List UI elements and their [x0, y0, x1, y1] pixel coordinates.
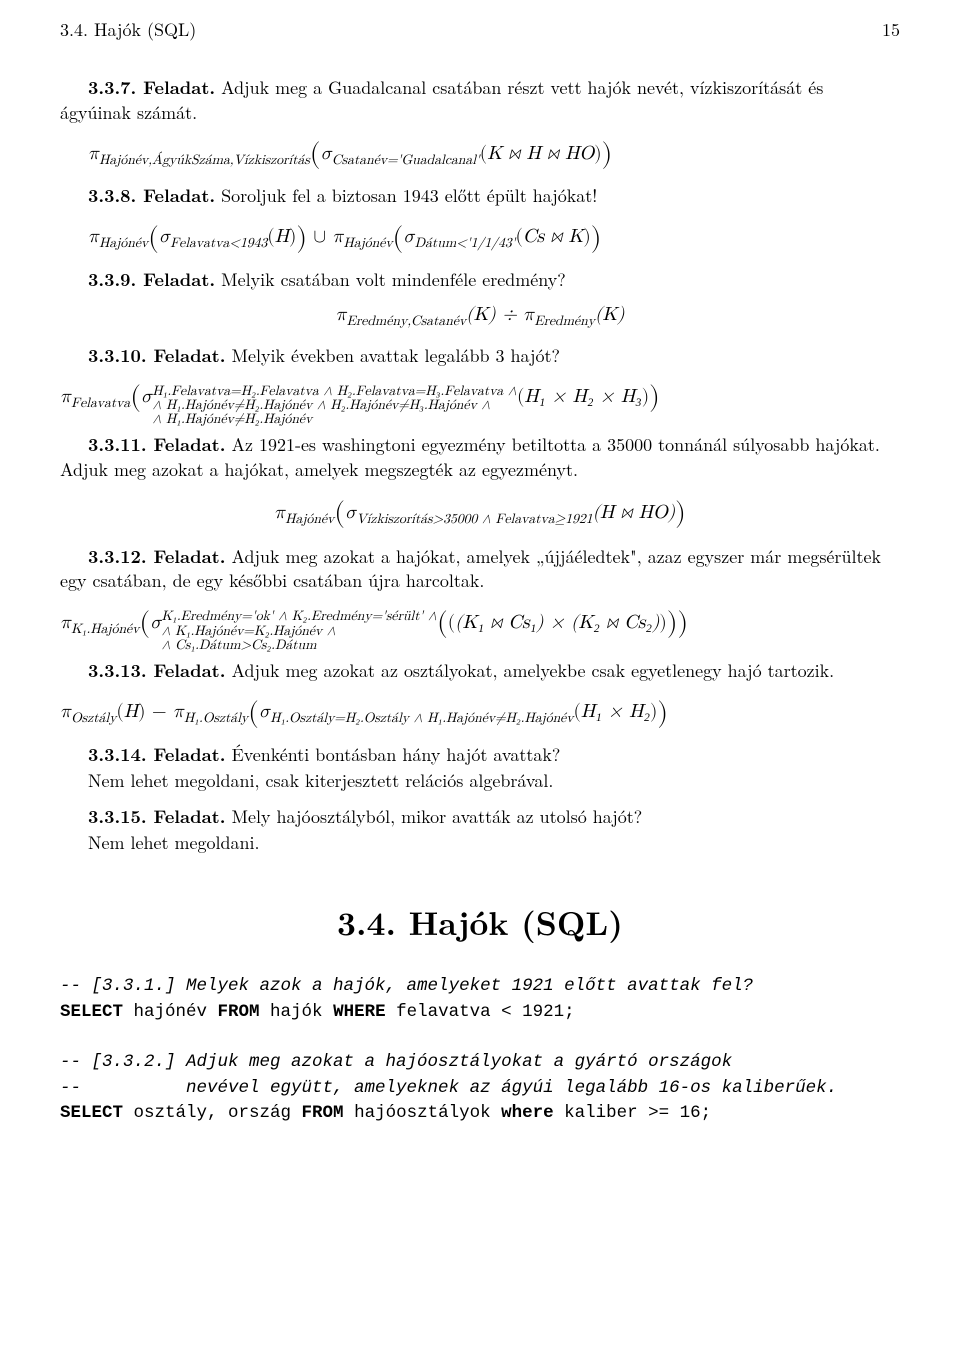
- task-3314-note: Nem lehet megoldani, csak kiterjesztett …: [60, 769, 900, 793]
- sql-txt-2d: hajóosztályok: [344, 1103, 502, 1123]
- f3312-sub: K₁.Hajónév: [71, 621, 139, 635]
- task-3315-note: Nem lehet megoldani.: [60, 831, 900, 855]
- f3312-arg: (K₁ ⋈ Cs₁) × (K₂ ⋈ Cs₂): [455, 613, 659, 632]
- formula-337: πHajónév,ÁgyúkSzáma,Vízkiszorítás(σCsata…: [60, 133, 900, 170]
- f339l-sub: Eredmény,Csatanév: [347, 314, 467, 328]
- task-3313-label: 3.3.13. Feladat.: [88, 658, 225, 683]
- task-339-text: Melyik csatában volt mindenféle eredmény…: [215, 267, 566, 292]
- header-right: 15: [882, 18, 900, 42]
- formula-3311: πHajónév(σVízkiszorítás>35000 ∧ Felavatv…: [60, 492, 900, 529]
- f338b-sel: Dátum<'1/1/43': [415, 236, 516, 250]
- f3311-sub: Hajónév: [285, 512, 334, 526]
- f337-sel: Csatanév='Guadalcanal': [332, 153, 480, 167]
- f338a-sub: Hajónév: [99, 236, 148, 250]
- f3310-sub: Felavatva: [71, 396, 130, 410]
- sql-block: -- [3.3.1.] Melyek azok a hajók, amelyek…: [60, 974, 900, 1126]
- sql-kw-from-1: FROM: [218, 1002, 260, 1022]
- sql-kw-where-1: WHERE: [333, 1002, 386, 1022]
- task-3310-label: 3.3.10. Feladat.: [88, 343, 225, 368]
- task-3312-label: 3.3.12. Feladat.: [88, 544, 225, 569]
- sql-txt-1f: felavatva < 1921;: [386, 1002, 575, 1022]
- f3311-arg: H ⋈ HO: [600, 503, 668, 522]
- sql-comment-2b: -- nevével együtt, amelyeknek az ágyúi l…: [60, 1078, 837, 1098]
- sql-txt-1d: hajók: [260, 1002, 334, 1022]
- sql-kw-where-2: where: [501, 1103, 554, 1123]
- header-left: 3.4. Hajók (SQL): [60, 18, 196, 42]
- sql-kw-select-1: SELECT: [60, 1002, 123, 1022]
- sql-kw-from-2: FROM: [302, 1103, 344, 1123]
- f339l-arg: K: [474, 305, 489, 324]
- f338b-sub: Hajónév: [344, 236, 393, 250]
- task-338-para: 3.3.8. Feladat. Soroljuk fel a biztosan …: [60, 184, 900, 208]
- task-3310-para: 3.3.10. Feladat. Melyik években avattak …: [60, 344, 900, 368]
- sql-comment-2a: -- [3.3.2.] Adjuk meg azokat a hajóosztá…: [60, 1052, 732, 1072]
- task-3313-para: 3.3.13. Feladat. Adjuk meg azokat az osz…: [60, 659, 900, 683]
- formula-3310: πFelavatva(σH₁.Felavatva=H₂.Felavatva ∧ …: [60, 376, 900, 419]
- running-header: 3.4. Hajók (SQL) 15: [60, 18, 900, 42]
- f337-arg: K ⋈ H ⋈ HO: [487, 144, 594, 163]
- formula-339: πEredmény,Csatanév(K) ÷ πEredmény(K): [60, 302, 900, 328]
- sql-comment-1: -- [3.3.1.] Melyek azok a hajók, amelyek…: [60, 976, 753, 996]
- task-3315-label: 3.3.15. Feladat.: [88, 804, 225, 829]
- task-3314-label: 3.3.14. Feladat.: [88, 742, 225, 767]
- task-337-para: 3.3.7. Feladat. Adjuk meg a Guadalcanal …: [60, 76, 900, 125]
- f3310-stack: H₁.Felavatva=H₂.Felavatva ∧ H₂.Felavatva…: [152, 384, 517, 427]
- task-3311-para: 3.3.11. Feladat. Az 1921-es washingtoni …: [60, 433, 900, 482]
- formula-338: πHajónév(σFelavatva<1943(H)) ∪ πHajónév(…: [60, 216, 900, 253]
- f3313l-sub: Osztály: [71, 711, 116, 725]
- f338a-sel: Felavatva<1943: [170, 236, 267, 250]
- sql-txt-1b: hajónév: [123, 1002, 218, 1022]
- f3312-stack: K₁.Eredmény='ok' ∧ K₂.Eredmény='sérült' …: [161, 609, 437, 652]
- page: 3.4. Hajók (SQL) 15 3.3.7. Feladat. Adju…: [0, 0, 960, 1361]
- f339r-sub: Eredmény: [534, 314, 595, 328]
- f3310-arg: H₁ × H₂ × H₃: [524, 387, 641, 406]
- task-338-text: Soroljuk fel a biztosan 1943 előtt épült…: [215, 183, 597, 208]
- f337-sub: Hajónév,ÁgyúkSzáma,Vízkiszorítás: [99, 153, 310, 167]
- task-339-para: 3.3.9. Feladat. Melyik csatában volt min…: [60, 268, 900, 292]
- sql-kw-select-2: SELECT: [60, 1103, 123, 1123]
- task-3315-text: Mely hajóosztályból, mikor avatták az ut…: [225, 804, 642, 829]
- sql-txt-2f: kaliber >= 16;: [554, 1103, 712, 1123]
- f3313r-sub: H₁.Osztály: [184, 711, 248, 725]
- section-title: 3.4. Hajók (SQL): [60, 900, 900, 945]
- f338b-arg: Cs ⋈ K: [523, 227, 583, 246]
- task-337-label: 3.3.7. Feladat.: [88, 75, 215, 100]
- f3313l-arg: H: [124, 702, 138, 721]
- task-3310-text: Melyik években avattak legalább 3 hajót?: [225, 343, 560, 368]
- formula-3312: πK₁.Hajónév(σK₁.Eredmény='ok' ∧ K₂.Eredm…: [60, 602, 900, 645]
- task-339-label: 3.3.9. Feladat.: [88, 267, 215, 292]
- task-338-label: 3.3.8. Feladat.: [88, 183, 215, 208]
- task-3311-label: 3.3.11. Feladat.: [88, 432, 225, 457]
- f3311-sel: Vízkiszorítás>35000 ∧ Felavatva≥1921: [356, 512, 592, 526]
- sql-txt-2b: osztály, ország: [123, 1103, 302, 1123]
- task-3315-para: 3.3.15. Feladat. Mely hajóosztályból, mi…: [60, 805, 900, 829]
- task-3313-text: Adjuk meg azokat az osztályokat, amelyek…: [225, 658, 834, 683]
- f3313r-sel: H₁.Osztály=H₂.Osztály ∧ H₁.Hajónév≠H₂.Ha…: [270, 711, 573, 725]
- f339r-arg: K: [602, 305, 617, 324]
- formula-3313: πOsztály(H) − πH₁.Osztály(σH₁.Osztály=H₂…: [60, 691, 900, 728]
- task-3314-para: 3.3.14. Feladat. Évenkénti bontásban hán…: [60, 743, 900, 767]
- task-3312-para: 3.3.12. Feladat. Adjuk meg azokat a hajó…: [60, 545, 900, 594]
- f338a-arg: H: [275, 227, 289, 246]
- task-3314-text: Évenkénti bontásban hány hajót avattak?: [225, 742, 560, 767]
- f3313r-arg: H₁ × H₂: [581, 702, 650, 721]
